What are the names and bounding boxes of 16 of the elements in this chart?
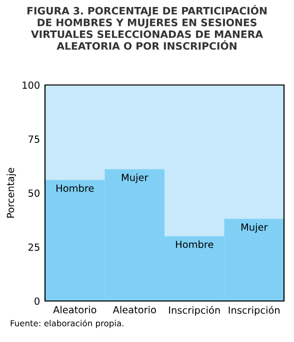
x-tick-label: Aleatorio xyxy=(112,306,156,314)
source-note: Fuente: elaboración propia. xyxy=(10,320,124,328)
y-axis-title: Porcentaje xyxy=(6,168,16,218)
data-label: Hombre xyxy=(56,184,94,192)
x-tick-label: Inscripción xyxy=(228,306,280,316)
chart-title: FIGURA 3. PORCENTAJE DE PARTICIPACIÓN DE HOMBRES Y MUJERES EN SESIONES VIRTUALES SELECCIONADAS DE MANERA ALEATORIA O POR INSCRIPCIÓN xyxy=(27,5,267,50)
y-tick-label: 100 xyxy=(22,81,40,89)
y-tick-label: 50 xyxy=(28,189,40,197)
y-tick-label: 25 xyxy=(28,243,40,251)
y-tick-label: 0 xyxy=(34,297,40,305)
data-label: Mujer xyxy=(122,174,148,183)
x-tick-label: Aleatorio xyxy=(53,306,96,314)
y-tick-label: 75 xyxy=(28,136,40,143)
data-label: Mujer xyxy=(241,223,268,233)
x-tick-label: Inscripción xyxy=(169,306,220,316)
data-label: Hombre xyxy=(176,240,214,248)
